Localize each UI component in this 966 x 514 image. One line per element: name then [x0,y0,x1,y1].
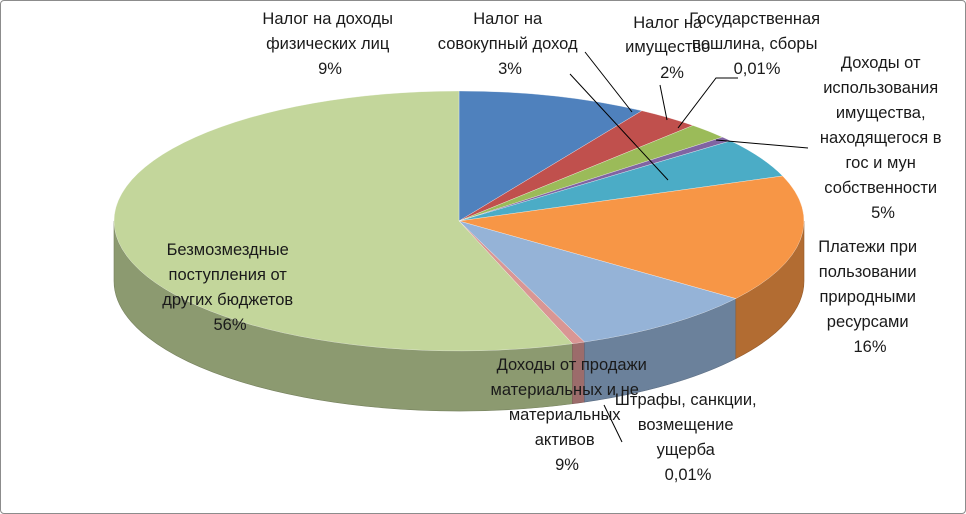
leader-line-5 [603,404,623,443]
slice-labels: Налог на доходы физических лиц 9% Налог … [162,10,946,484]
slice-label-5-line2: пользовании [819,263,917,281]
slice-label-7-line3: ущерба [657,441,716,459]
slice-label-4-line3: имущества, [836,104,926,122]
pie-slice-5 [458,175,805,299]
slice-label-4-line5: гос и мун [846,154,916,172]
slice-label-5-pct: 16% [853,338,886,356]
slice-label-6: Доходы от продажи материальных и не мате… [491,356,652,474]
slice-label-0-line1: Налог на доходы [262,10,393,28]
slice-label-6-pct: 9% [555,456,579,474]
slice-label-2-pct: 2% [660,64,684,82]
slice-label-1-line1: Налог на [473,10,543,28]
slice-label-3-line1: Государственная [689,10,820,28]
leader-line-4 [715,139,809,149]
slice-label-5: Платежи при пользовании природными ресур… [818,238,921,356]
slice-label-8-line2: поступления от [169,266,288,284]
slice-label-2-line2: имущество [625,38,710,56]
slice-label-8-line3: других бюджетов [162,291,293,309]
slice-label-1-line2: совокупный доход [438,35,578,53]
leader-line-0 [584,51,633,113]
slice-label-8-pct: 56% [213,316,246,334]
slice-label-5-line4: ресурсами [827,313,909,331]
pie-slice-8 [113,90,574,352]
slice-label-1: Налог на совокупный доход 3% [438,10,582,78]
slice-label-4-line4: находящегося в [820,129,942,147]
slice-label-2: Налог на имущество 2% [625,14,715,82]
slice-label-7: Штрафы, санкции, возмещение ущерба 0,01% [615,391,761,484]
slice-label-4-line6: собственности [824,179,937,197]
slice-label-4-pct: 5% [871,204,895,222]
slice-label-3-pct: 0,01% [734,60,781,78]
slice-label-8-line1: Безмозмездные [167,241,289,259]
slice-label-2-line1: Налог на [633,14,703,32]
slice-label-5-line1: Платежи при [818,238,917,256]
leader-line-3 [677,77,738,129]
slice-label-8: Безмозмездные поступления от других бюдж… [162,241,298,334]
slice-label-6-line2: материальных и не [491,381,639,399]
slice-label-5-line3: природными [819,288,915,306]
leader-line-2 [659,84,668,121]
slice-label-0-pct: 9% [318,60,342,78]
slice-label-3: Государственная пошлина, сборы 0,01% [689,10,824,78]
slice-label-4-line2: использования [823,79,938,97]
leader-line-1 [569,73,669,181]
pie-slice-0 [458,90,643,222]
pie-slice-6 [458,220,737,343]
slice-label-0-line2: физических лиц [266,35,390,53]
slice-label-4-line1: Доходы от [841,54,921,72]
slice-label-7-pct: 0,01% [665,466,712,484]
slice-label-6-line3: материальных [509,406,621,424]
pie-top-layer [113,90,805,352]
slice-label-7-line1: Штрафы, санкции, [615,391,757,409]
slice-label-4: Доходы от использования имущества, наход… [820,54,946,222]
slice-label-0: Налог на доходы физических лиц 9% [262,10,397,78]
slice-label-3-line2: пошлина, сборы [692,35,818,53]
slice-label-1-pct: 3% [498,60,522,78]
slice-label-6-line1: Доходы от продажи [497,356,647,374]
leader-lines [569,51,809,443]
slice-label-7-line2: возмещение [638,416,734,434]
slice-label-6-line4: активов [535,431,595,449]
